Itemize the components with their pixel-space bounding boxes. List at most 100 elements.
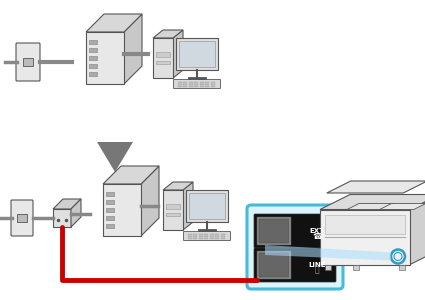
Bar [106, 192, 114, 196]
Bar [199, 236, 203, 237]
FancyBboxPatch shape [254, 214, 336, 248]
Bar [178, 82, 182, 83]
Bar [156, 61, 170, 64]
Bar [221, 233, 225, 235]
Polygon shape [183, 182, 193, 230]
Bar [206, 82, 210, 83]
Bar [189, 83, 193, 85]
Bar [178, 83, 182, 85]
Bar [176, 38, 218, 70]
Bar [215, 233, 219, 235]
Bar [211, 83, 215, 85]
Bar [106, 208, 114, 212]
Bar [189, 82, 193, 83]
Bar [163, 190, 183, 230]
Bar [156, 52, 170, 57]
Bar [188, 238, 192, 239]
Bar [153, 38, 173, 78]
Bar [221, 236, 225, 237]
Bar [200, 83, 204, 85]
Bar [184, 83, 187, 85]
Bar [188, 233, 192, 235]
Bar [199, 238, 203, 239]
Bar [166, 213, 180, 216]
Bar [211, 82, 215, 83]
Polygon shape [153, 30, 183, 38]
Polygon shape [410, 194, 425, 265]
Bar [188, 236, 192, 237]
Polygon shape [86, 14, 142, 32]
Bar [23, 58, 33, 66]
Polygon shape [103, 166, 159, 184]
Bar [89, 56, 97, 60]
Bar [204, 233, 209, 235]
FancyBboxPatch shape [254, 248, 336, 282]
Polygon shape [97, 142, 133, 172]
Polygon shape [320, 194, 425, 209]
Bar [89, 72, 97, 76]
Bar [210, 238, 214, 239]
Polygon shape [163, 182, 193, 190]
Bar [221, 238, 225, 239]
Bar [215, 238, 219, 239]
Bar [189, 85, 193, 87]
Bar [204, 236, 209, 237]
Bar [195, 82, 198, 83]
Bar [210, 236, 214, 237]
Polygon shape [327, 181, 425, 193]
Bar [206, 83, 210, 85]
Bar [166, 204, 180, 209]
Bar [193, 233, 198, 235]
Polygon shape [173, 30, 183, 78]
FancyBboxPatch shape [173, 80, 221, 88]
Bar [210, 233, 214, 235]
Bar [193, 236, 198, 237]
Bar [178, 85, 182, 87]
Text: ⚿: ⚿ [315, 265, 320, 274]
Bar [189, 193, 225, 219]
Bar [89, 56, 97, 60]
Text: ☎: ☎ [312, 232, 323, 241]
Polygon shape [380, 203, 425, 209]
Bar [204, 238, 209, 239]
Bar [106, 224, 114, 228]
Bar [89, 64, 97, 68]
FancyBboxPatch shape [184, 232, 230, 241]
Bar [89, 72, 97, 76]
Bar [399, 265, 405, 269]
Bar [89, 48, 97, 52]
FancyBboxPatch shape [11, 200, 33, 236]
Bar [89, 40, 97, 44]
Polygon shape [71, 199, 81, 227]
Bar [184, 85, 187, 87]
Bar [200, 82, 204, 83]
Bar [200, 85, 204, 87]
Bar [206, 85, 210, 87]
Bar [106, 224, 114, 228]
Bar [106, 192, 114, 196]
Text: EXT.: EXT. [309, 228, 326, 234]
Text: LINE: LINE [309, 262, 326, 268]
Bar [257, 217, 291, 245]
Bar [53, 209, 71, 227]
Bar [103, 184, 141, 236]
Bar [184, 82, 187, 83]
Bar [195, 85, 198, 87]
Bar [89, 64, 97, 68]
Polygon shape [347, 203, 395, 209]
Bar [106, 200, 114, 204]
Polygon shape [141, 166, 159, 236]
Bar [17, 214, 27, 222]
Polygon shape [265, 245, 391, 260]
FancyBboxPatch shape [259, 219, 289, 243]
Bar [86, 32, 124, 84]
Bar [193, 238, 198, 239]
Bar [89, 48, 97, 52]
Bar [106, 200, 114, 204]
Bar [89, 40, 97, 44]
Bar [211, 85, 215, 87]
Bar [215, 236, 219, 237]
Bar [179, 41, 215, 67]
Bar [325, 214, 405, 234]
Bar [257, 251, 291, 279]
